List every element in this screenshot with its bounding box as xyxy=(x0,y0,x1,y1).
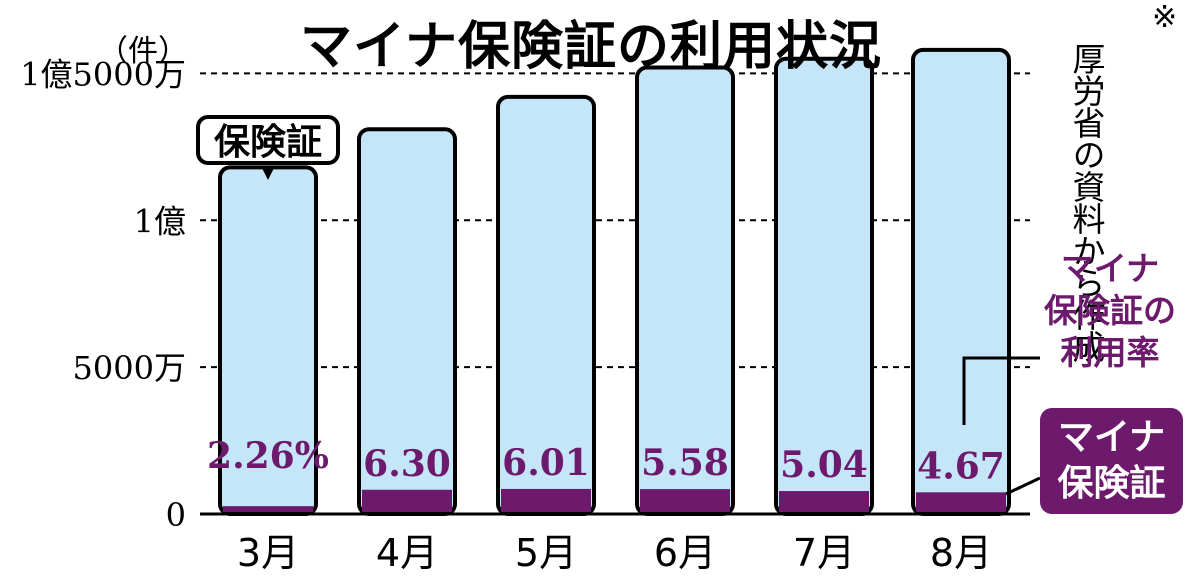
x-tick-label: 3月 xyxy=(237,531,299,575)
rate-legend-line: マイナ xyxy=(1060,249,1160,288)
insurance-bar xyxy=(635,65,735,516)
insurance-bar xyxy=(496,94,596,516)
mina-bar xyxy=(362,489,452,512)
rate-label: 5.58 xyxy=(641,442,729,484)
insurance-bar xyxy=(774,56,874,516)
callout-pointer xyxy=(262,168,274,180)
y-tick-label: 1億 xyxy=(134,202,186,240)
rate-label: 6.30 xyxy=(363,443,451,485)
mina-bar xyxy=(501,488,591,512)
y-tick-label: 1億5000万 xyxy=(20,55,186,93)
rate-label: 5.04 xyxy=(780,444,868,486)
source-note-mark: ※ xyxy=(1152,0,1178,35)
mina-legend-line: 保険証 xyxy=(1057,463,1166,504)
x-tick-label: 7月 xyxy=(793,531,855,575)
mina-legend-box: マイナ 保険証 xyxy=(1040,408,1183,514)
x-tick-label: 5月 xyxy=(515,531,577,575)
insurance-bar xyxy=(357,127,457,516)
rate-label: 4.67 xyxy=(917,445,1005,487)
mina-bar xyxy=(640,489,730,512)
x-tick-label: 4月 xyxy=(376,531,438,575)
rate-legend-line: 利用率 xyxy=(1060,333,1160,372)
insurance-bar xyxy=(218,165,318,516)
y-tick-label: 5000万 xyxy=(73,349,186,387)
rate-legend-line: 保険証の xyxy=(1044,291,1176,330)
mina-legend-line: マイナ xyxy=(1057,417,1166,458)
rate-label: 2.26% xyxy=(207,435,329,477)
mina-bar xyxy=(223,506,313,512)
y-tick-label: 0 xyxy=(166,496,186,534)
rate-label: 6.01 xyxy=(502,442,590,484)
mina-bar xyxy=(916,492,1006,512)
insurance-bar xyxy=(911,47,1011,516)
rate-leader-line xyxy=(962,356,1040,425)
source-note: 厚労省の資料から作成 xyxy=(1067,42,1106,362)
x-tick-label: 8月 xyxy=(930,531,992,575)
y-axis-unit: （件） xyxy=(98,34,188,69)
rate-legend: マイナ 保険証の 利用率 xyxy=(1040,248,1180,374)
mina-bar xyxy=(779,491,869,512)
mina-leader-line xyxy=(1005,476,1041,496)
x-tick-label: 6月 xyxy=(654,531,716,575)
chart-title: マイナ保険証の利用状況 xyxy=(300,17,882,77)
insurance-callout: 保険証 xyxy=(196,115,340,165)
